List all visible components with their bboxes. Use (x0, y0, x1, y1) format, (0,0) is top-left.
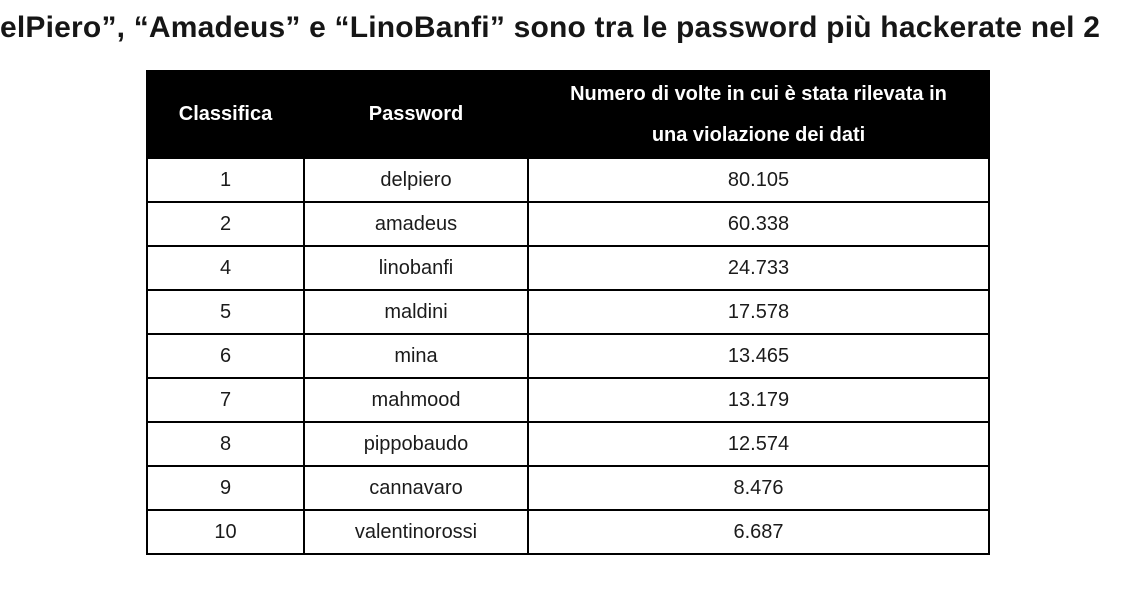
count-cell: 13.179 (527, 377, 990, 423)
table-row: 7 mahmood 13.179 (146, 377, 990, 423)
rank-cell: 7 (146, 377, 305, 423)
table-body: 1 delpiero 80.105 2 amadeus 60.338 4 lin… (146, 157, 990, 555)
table-row: 10 valentinorossi 6.687 (146, 509, 990, 555)
rank-cell: 2 (146, 201, 305, 247)
table-row: 4 linobanfi 24.733 (146, 245, 990, 291)
count-cell: 6.687 (527, 509, 990, 555)
table-row: 2 amadeus 60.338 (146, 201, 990, 247)
page-title: elPiero”, “Amadeus” e “LinoBanfi” sono t… (0, 11, 1101, 44)
count-cell: 17.578 (527, 289, 990, 335)
password-cell: delpiero (303, 157, 529, 203)
header-row: Classifica Password Numero di volte in c… (146, 70, 990, 159)
hacked-passwords-table: Classifica Password Numero di volte in c… (146, 70, 990, 555)
column-header-classifica: Classifica (146, 70, 305, 159)
rank-cell: 6 (146, 333, 305, 379)
rank-cell: 10 (146, 509, 305, 555)
count-cell: 80.105 (527, 157, 990, 203)
password-cell: mahmood (303, 377, 529, 423)
count-cell: 24.733 (527, 245, 990, 291)
count-cell: 13.465 (527, 333, 990, 379)
password-cell: pippobaudo (303, 421, 529, 467)
rank-cell: 4 (146, 245, 305, 291)
header-line-2: una violazione dei dati (651, 123, 866, 146)
rank-cell: 5 (146, 289, 305, 335)
table-row: 6 mina 13.465 (146, 333, 990, 379)
header-line-1: Numero di volte in cui è stata rilevata … (570, 82, 947, 105)
password-cell: mina (303, 333, 529, 379)
password-cell: linobanfi (303, 245, 529, 291)
table-row: 5 maldini 17.578 (146, 289, 990, 335)
count-cell: 60.338 (527, 201, 990, 247)
rank-cell: 1 (146, 157, 305, 203)
count-cell: 12.574 (527, 421, 990, 467)
table-row: 8 pippobaudo 12.574 (146, 421, 990, 467)
column-header-numero-violazioni: Numero di volte in cui è stata rilevata … (527, 70, 990, 159)
password-cell: valentinorossi (303, 509, 529, 555)
column-header-password: Password (303, 70, 529, 159)
rank-cell: 8 (146, 421, 305, 467)
rank-cell: 9 (146, 465, 305, 511)
password-cell: amadeus (303, 201, 529, 247)
table-header: Classifica Password Numero di volte in c… (146, 70, 990, 159)
count-cell: 8.476 (527, 465, 990, 511)
password-cell: cannavaro (303, 465, 529, 511)
table-row: 9 cannavaro 8.476 (146, 465, 990, 511)
password-cell: maldini (303, 289, 529, 335)
table-row: 1 delpiero 80.105 (146, 157, 990, 203)
